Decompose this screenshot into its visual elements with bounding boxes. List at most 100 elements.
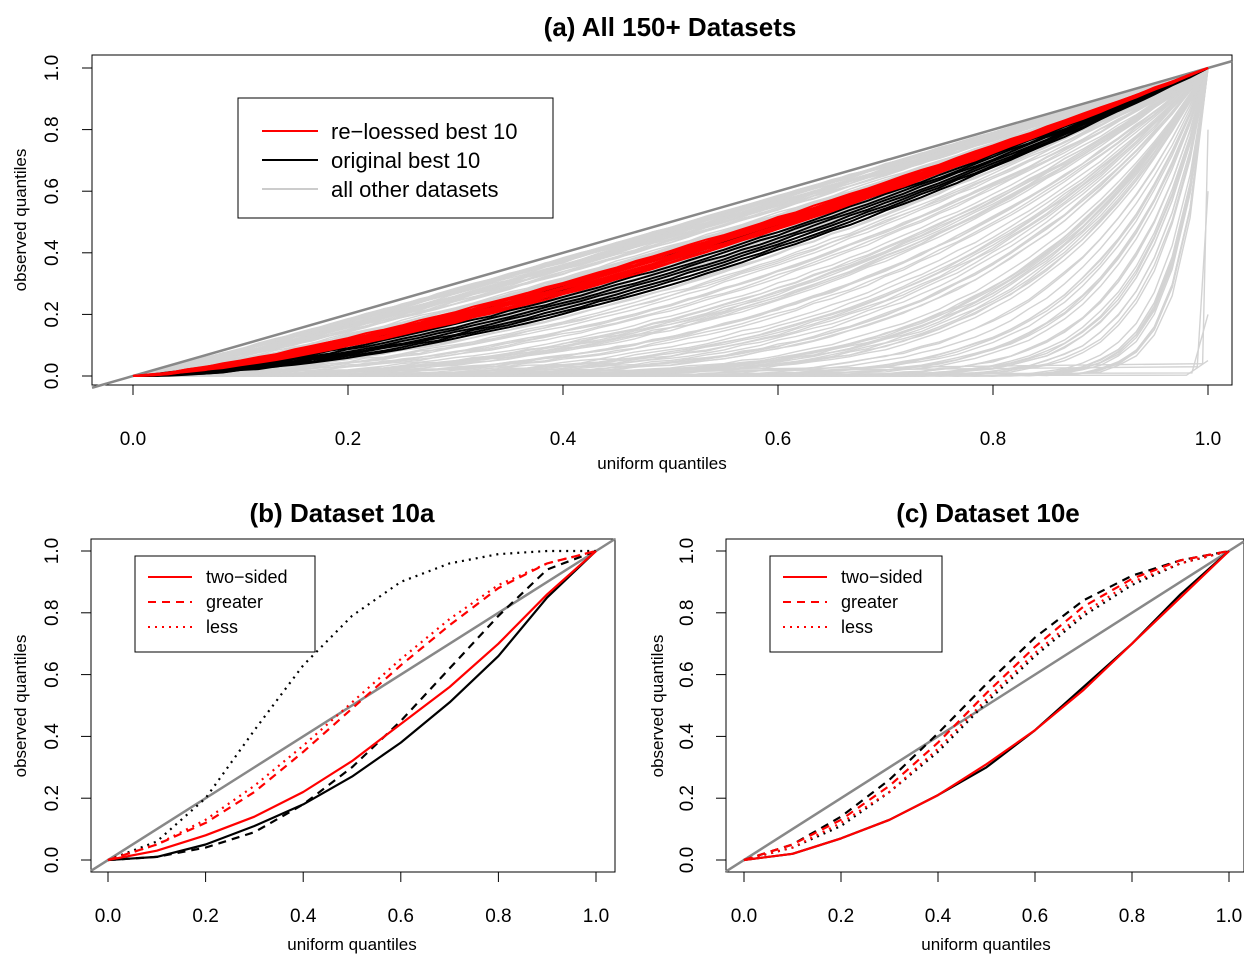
panel-a-x-tick-label: 0.8: [980, 429, 1006, 450]
panel-b-series-black-dashed: [107, 549, 597, 862]
panel-c-reference-line: [725, 540, 1244, 873]
panel-c-series-black-dotted: [743, 549, 1230, 862]
panel-b-reference-line: [90, 537, 616, 872]
panel-b-axes: 0.0 0.0 0.2 0.2 0.4 0.4 0.6 0.6 0.8 0.8 1.0 1.0: [42, 538, 609, 927]
panel-a-x-tick-label: 1.0: [1195, 429, 1221, 450]
panel-c-x-tick-label: 0.2: [828, 906, 854, 927]
panel-a-series-other: [132, 67, 1209, 377]
panel-c-y-tick-label: 0.2: [677, 785, 698, 811]
panel-b-y-tick-label: 0.4: [42, 723, 63, 750]
panel-b-ylabel: observed quantiles: [11, 635, 30, 778]
panel-b-x-tick-label: 0.2: [192, 906, 218, 927]
panel-b-legend-label-two-sided: two−sided: [206, 567, 288, 587]
panel-a-legend-box: [237, 97, 554, 219]
panel-c-y-tick-label: 1.0: [677, 538, 698, 564]
panel-c-series-red-dashed: [743, 549, 1230, 862]
panel-c-legend-box: [769, 555, 943, 653]
panel-c-axes: 0.0 0.0 0.2 0.2 0.4 0.4 0.6 0.6 0.8 0.8 1.0 1.0: [677, 538, 1242, 927]
panel-a-series-reloessed: [132, 67, 1209, 377]
panel-b-series-black-solid: [107, 550, 597, 862]
panel-a-legend-label-original: original best 10: [331, 148, 480, 173]
panel-b-x-tick-label: 1.0: [583, 906, 609, 927]
panel-c-x-tick-label: 0.6: [1022, 906, 1048, 927]
panel-b-series-red-solid: [107, 550, 597, 862]
panel-b-x-tick-label: 0.6: [388, 906, 414, 927]
panel-b-title: (b) Dataset 10a: [250, 498, 435, 528]
panel-c-series-red-solid: [743, 550, 1230, 862]
panel-a-x-tick-label: 0.0: [120, 429, 146, 450]
panel-a-series-original: [133, 67, 1209, 377]
panel-b-legend: two−sided greater less: [134, 555, 316, 653]
panel-c-y-tick-label: 0.6: [677, 661, 698, 687]
panel-b-x-tick-label: 0.8: [485, 906, 511, 927]
panel-a-series-other: [133, 67, 1209, 377]
panel-a-series-other: [132, 191, 1209, 377]
panel-c-ylabel: observed quantiles: [648, 635, 667, 778]
panel-a-x-tick-label: 0.4: [550, 429, 577, 450]
panel-a-series-other: [132, 129, 1209, 377]
panel-c-legend: two−sided greater less: [769, 555, 943, 653]
panel-a-y-tick-label: 1.0: [42, 55, 63, 81]
panel-c-x-tick-label: 0.4: [925, 906, 952, 927]
panel-b-y-tick-label: 0.2: [42, 785, 63, 811]
panel-b-lines: [90, 537, 616, 872]
panel-a-series-other: [132, 67, 1209, 377]
panel-a-legend-label-other: all other datasets: [331, 177, 499, 202]
panel-b-y-tick-label: 0.8: [42, 600, 63, 626]
panel-c-series-black-dashed: [743, 549, 1230, 862]
panel-b: (b) Dataset 10a 0.0 0.0 0.2 0.2 0.4 0.4 0.6 0.6…: [11, 498, 616, 954]
panel-a-x-tick-label: 0.2: [335, 429, 361, 450]
panel-c-x-tick-label: 1.0: [1216, 906, 1242, 927]
panel-a-series-other: [133, 67, 1209, 377]
panel-c-xlabel: uniform quantiles: [921, 935, 1050, 954]
panel-a-lines: [91, 59, 1233, 389]
panel-c-y-tick-label: 0.4: [677, 723, 698, 750]
panel-a-y-tick-label: 0.8: [42, 116, 63, 142]
panel-a-title: (a) All 150+ Datasets: [544, 12, 797, 42]
panel-a-series-other: [132, 67, 1209, 377]
panel-c-y-tick-label: 0.0: [677, 847, 698, 873]
panel-c-legend-label-two-sided: two−sided: [841, 567, 923, 587]
panel-c-x-tick-label: 0.8: [1119, 906, 1145, 927]
panel-b-y-tick-label: 0.6: [42, 661, 63, 687]
panel-a-series-original: [132, 67, 1209, 377]
panel-a-y-tick-label: 0.0: [42, 363, 63, 389]
panel-b-series-black-dotted: [107, 549, 596, 862]
panel-b-xlabel: uniform quantiles: [287, 935, 416, 954]
panel-c-y-tick-label: 0.8: [677, 600, 698, 626]
panel-c-title: (c) Dataset 10e: [896, 498, 1080, 528]
panel-c-legend-label-greater: greater: [841, 592, 898, 612]
panel-a-x-tick-label: 0.6: [765, 429, 791, 450]
panel-a-legend: re−loessed best 10 original best 10 all …: [237, 97, 554, 219]
panel-a: (a) All 150+ Datasets 0.0 0.0 0.2 0.2 0.4 0.4…: [11, 12, 1233, 473]
panel-b-y-tick-label: 1.0: [42, 538, 63, 564]
panel-c-x-tick-label: 0.0: [731, 906, 757, 927]
panel-a-xlabel: uniform quantiles: [597, 454, 726, 473]
panel-b-x-tick-label: 0.4: [290, 906, 317, 927]
panel-a-series-other: [133, 67, 1209, 377]
panel-a-series-other: [133, 67, 1209, 377]
panel-a-series-other: [132, 67, 1209, 377]
panel-a-series-other: [132, 67, 1209, 377]
panel-b-y-tick-label: 0.0: [42, 847, 63, 873]
panel-a-series-other: [132, 67, 1209, 377]
panel-a-y-tick-label: 0.2: [42, 301, 63, 327]
panel-c-legend-label-less: less: [841, 617, 873, 637]
panel-c: (c) Dataset 10e 0.0 0.0 0.2 0.2 0.4 0.4 0.6 0.6…: [648, 498, 1244, 954]
panel-a-ylabel: observed quantiles: [11, 149, 30, 292]
panel-a-y-tick-label: 0.4: [42, 239, 63, 266]
panel-a-y-tick-label: 0.6: [42, 178, 63, 204]
panel-a-series-original: [133, 67, 1209, 377]
panel-a-legend-label-reloessed: re−loessed best 10: [331, 119, 518, 144]
panel-b-x-tick-label: 0.0: [95, 906, 121, 927]
panel-a-series-other: [133, 67, 1209, 377]
panel-b-series-red-dashed: [107, 549, 597, 862]
panel-b-legend-label-greater: greater: [206, 592, 263, 612]
panel-a-reference-line: [91, 59, 1233, 389]
panel-a-axes: 0.0 0.0 0.2 0.2 0.4 0.4 0.6 0.6 0.8 0.8 1.0 1.0: [42, 55, 1221, 450]
panel-a-series-other: [132, 67, 1209, 377]
panel-a-series-other: [132, 360, 1209, 377]
panel-c-lines: [725, 540, 1244, 873]
